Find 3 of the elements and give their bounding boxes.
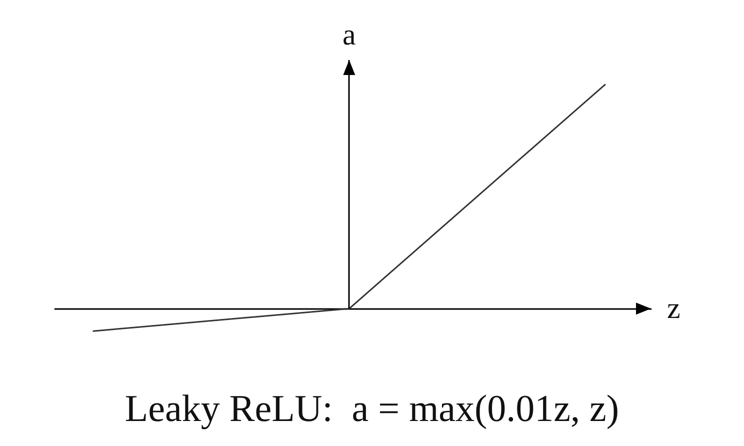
text: Leaky ReLU: a = max(0.01z, z) [124, 388, 620, 430]
x-axis-title: z [667, 292, 680, 326]
y-axis-title: a [342, 18, 356, 52]
